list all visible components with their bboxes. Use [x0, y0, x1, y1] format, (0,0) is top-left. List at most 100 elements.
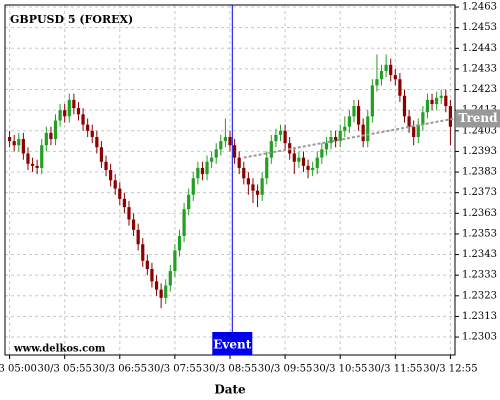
- x-tick-label: 30/3 10:55: [313, 364, 367, 375]
- candle-body: [439, 95, 443, 98]
- candle-body: [150, 268, 154, 282]
- trend-line: [243, 117, 456, 159]
- candle-body: [159, 289, 163, 298]
- candles: [7, 54, 453, 309]
- candle-body: [67, 99, 71, 117]
- candle-body: [58, 110, 62, 121]
- y-tick-label: 1.2313: [462, 311, 497, 322]
- candle-body: [274, 134, 278, 142]
- y-tick-label: 1.2403: [462, 125, 497, 136]
- candle-body: [214, 149, 218, 158]
- candle-body: [416, 124, 420, 137]
- candle-body: [246, 178, 250, 185]
- candle-body: [393, 75, 397, 80]
- candle-body: [17, 139, 21, 146]
- x-tick-label: 30/3 07:55: [148, 364, 202, 375]
- candle-body: [136, 229, 140, 245]
- candle-body: [435, 97, 439, 104]
- candle-body: [72, 99, 76, 109]
- candle-body: [311, 167, 315, 170]
- candle-body: [104, 161, 108, 170]
- event-label: Event: [213, 338, 251, 352]
- x-tick-label: 30/3 09:55: [258, 364, 312, 375]
- candle-body: [168, 271, 172, 286]
- candle-body: [196, 167, 200, 179]
- candle-body: [301, 157, 306, 166]
- candle-body: [109, 169, 113, 181]
- candle-body: [343, 126, 347, 131]
- candle-body: [361, 124, 365, 142]
- candle-body: [26, 153, 30, 164]
- y-tick-label: 1.2333: [462, 270, 497, 281]
- candle-body: [370, 85, 374, 117]
- candle-body: [269, 141, 273, 158]
- candle-body: [324, 143, 329, 150]
- candle-body: [86, 124, 90, 131]
- candle-body: [398, 79, 402, 96]
- y-tick-label: 1.2323: [462, 290, 497, 301]
- candle-body: [448, 106, 453, 127]
- candle-body: [430, 99, 434, 104]
- candle-body: [412, 126, 416, 137]
- candle-body: [177, 235, 182, 251]
- candle-body: [141, 244, 145, 261]
- x-tick-label: 30/3 05:55: [37, 364, 91, 375]
- x-tick-label: 30/3 12:55: [423, 364, 477, 375]
- candle-body: [306, 165, 310, 170]
- candle-body: [35, 165, 39, 168]
- candle-body: [164, 285, 168, 298]
- candle-body: [187, 194, 191, 210]
- candle-body: [366, 116, 370, 142]
- candle-body: [444, 95, 448, 107]
- candle-body: [237, 157, 241, 168]
- candle-body: [200, 167, 205, 175]
- candle-body: [278, 130, 283, 135]
- x-tick-label: 30/3 08:55: [203, 364, 257, 375]
- candle-body: [182, 209, 186, 236]
- candle-body: [49, 132, 53, 140]
- candle-body: [40, 145, 44, 168]
- candle-body: [320, 149, 324, 158]
- candle-body: [352, 106, 356, 117]
- y-tick-label: 1.2353: [462, 228, 497, 239]
- trend-label: Trend: [458, 111, 498, 125]
- candle-body: [210, 157, 214, 162]
- candle-body: [44, 132, 48, 146]
- candle-body: [81, 114, 85, 125]
- candle-body: [7, 136, 12, 142]
- candle-body: [12, 141, 16, 146]
- grid: [5, 5, 455, 355]
- candle-body: [334, 136, 338, 142]
- candle-body: [265, 157, 269, 179]
- event-label-box: [212, 332, 253, 355]
- candle-body: [356, 106, 361, 125]
- candle-body: [223, 136, 228, 142]
- x-tick-label: 30/3 11:55: [368, 364, 422, 375]
- candle-body: [384, 64, 388, 71]
- candle-body: [402, 95, 407, 117]
- x-tick-label: 30/3 05:00: [0, 364, 37, 375]
- candle-body: [421, 112, 425, 125]
- candle-body: [251, 184, 255, 191]
- candle-body: [315, 157, 319, 168]
- candle-body: [407, 116, 411, 127]
- candle-body: [191, 178, 195, 195]
- candle-body: [113, 180, 117, 189]
- candle-body: [63, 110, 67, 117]
- x-tick-label: 30/3 06:55: [93, 364, 147, 375]
- candle-body: [292, 153, 296, 162]
- candle-body: [347, 116, 351, 127]
- candle-body: [21, 139, 25, 154]
- candle-body: [242, 167, 246, 179]
- y-tick-label: 1.2423: [462, 84, 497, 95]
- candle-body: [283, 130, 287, 144]
- y-tick-label: 1.2443: [462, 43, 497, 54]
- candle-body: [53, 120, 58, 140]
- candle-body: [379, 70, 384, 80]
- candle-body: [389, 64, 393, 76]
- y-tick-label: 1.2383: [462, 167, 497, 178]
- candle-body: [76, 108, 81, 115]
- candle-body: [260, 178, 264, 195]
- y-tick-label: 1.2373: [462, 187, 497, 198]
